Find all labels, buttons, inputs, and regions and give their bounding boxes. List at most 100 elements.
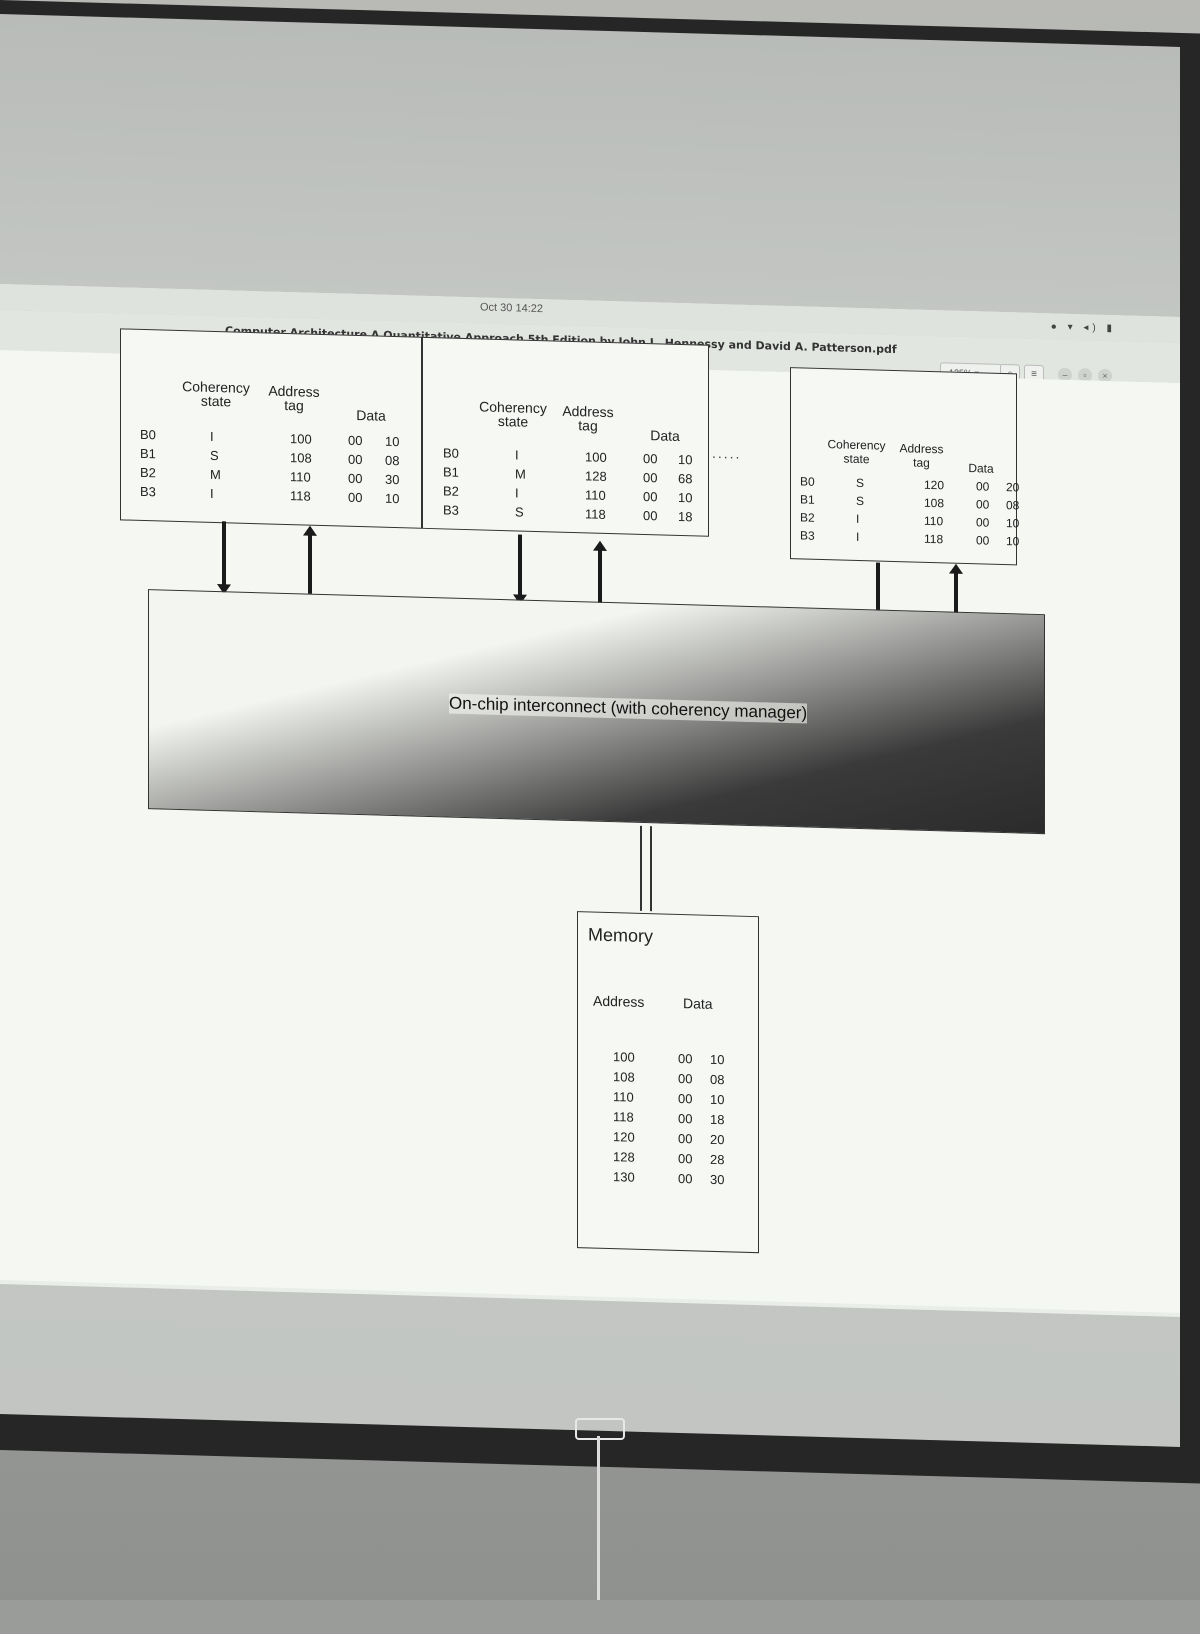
cache-1-data-header: Data — [650, 427, 680, 444]
cache-2-b1-data-hi: 00 — [976, 497, 990, 512]
screen-pull-cord — [597, 1436, 600, 1600]
cache-1-b2-block: B2 — [443, 483, 459, 499]
screen-pull-handle — [575, 1418, 625, 1440]
memory-row-120-data-hi: 00 — [678, 1130, 693, 1147]
cache-2-b3-block: B3 — [800, 528, 815, 543]
cache-0-down-arrow — [222, 521, 226, 587]
cache-2-b2-state: I — [856, 511, 860, 527]
cache-2-b3-state: I — [856, 529, 860, 545]
cache-1-b3-tag: 118 — [585, 506, 606, 522]
cache-2-tag-header: Address tag — [899, 441, 944, 470]
cache-1-up-arrow — [598, 548, 602, 604]
cache-1-b1-data-hi: 00 — [643, 469, 658, 486]
cache-2-b2-tag: 110 — [924, 513, 944, 529]
cache-1-b1-block: B1 — [443, 464, 459, 480]
cache-2-b2-block: B2 — [800, 510, 815, 525]
memory-row-120-address: 120 — [613, 1129, 635, 1145]
cache-0-b0-state: I — [210, 428, 214, 444]
memory-row-108-address: 108 — [613, 1069, 635, 1085]
cache-0-up-arrow — [308, 533, 312, 594]
cache-0-b0-data-lo: 10 — [385, 433, 400, 450]
cache-2-b2-data-lo: 10 — [1006, 516, 1020, 531]
cache-0-b1-state: S — [210, 447, 219, 464]
cache-2-state-header: Coherency state — [827, 437, 886, 467]
cache-2-b0-data-lo: 20 — [1006, 480, 1020, 495]
cache-1-b0-state: I — [515, 447, 519, 463]
cache-0-b3-tag: 118 — [290, 488, 311, 504]
cache-1-b3-block: B3 — [443, 502, 459, 518]
cache-0-b2-data-hi: 00 — [348, 470, 363, 487]
memory-row-130-data-hi: 00 — [678, 1170, 693, 1187]
cache-2-b2-data-hi: 00 — [976, 515, 990, 530]
cache-1-down-arrow — [518, 534, 522, 597]
cache-2-b0-state: S — [856, 475, 865, 491]
cache-1-b3-state: S — [515, 504, 524, 520]
memory-row-128-data-hi: 00 — [678, 1150, 693, 1167]
cache-2-data-header: Data — [968, 461, 994, 476]
cache-2-b3-tag: 118 — [924, 531, 944, 547]
cache-1-b0-data-lo: 10 — [678, 451, 693, 468]
memory-row-118-data-hi: 00 — [678, 1110, 693, 1127]
cache-1-b1-data-lo: 68 — [678, 470, 693, 487]
cache-0-b0-data-hi: 00 — [348, 432, 363, 449]
cache-0-b0-tag: 100 — [290, 431, 312, 447]
cache-0-b1-data-lo: 08 — [385, 452, 400, 469]
memory-row-128-data-lo: 28 — [710, 1151, 725, 1168]
memory-row-130-address: 130 — [613, 1169, 635, 1185]
cache-2-b0-tag: 120 — [924, 477, 945, 493]
cache-0-b3-state: I — [210, 485, 214, 501]
memory-row-130-data-lo: 30 — [710, 1171, 725, 1188]
memory-row-110-data-lo: 10 — [710, 1091, 725, 1108]
memory-data-header: Data — [683, 995, 713, 1012]
cache-1-b0-block: B0 — [443, 445, 459, 461]
cache-2-b1-block: B1 — [800, 492, 815, 507]
memory-title: Memory — [588, 924, 654, 947]
cache-0-b2-block: B2 — [140, 464, 156, 481]
cache-1-b0-tag: 100 — [585, 449, 607, 465]
cache-0-b0-block: B0 — [140, 426, 156, 443]
cache-1-tag-header: Address tag — [562, 402, 614, 434]
cache-0-b2-state: M — [210, 466, 221, 483]
cache-2-b0-block: B0 — [800, 474, 815, 489]
cache-1-b2-data-lo: 10 — [678, 489, 693, 506]
cache-1-state-header: Coherency state — [479, 398, 547, 430]
memory-row-100-address: 100 — [613, 1049, 635, 1065]
cache-1-b2-tag: 110 — [585, 487, 606, 503]
on-chip-interconnect: On-chip interconnect (with coherency man… — [148, 589, 1045, 835]
cache-1: Coherency state Address tag Data — [422, 336, 709, 537]
cache-0-tag-header: Address tag — [268, 382, 320, 414]
cache-1-b3-data-lo: 18 — [678, 508, 693, 525]
memory-bidirectional-arrow — [640, 825, 652, 912]
memory-row-118-address: 118 — [613, 1109, 634, 1125]
cache-0-b3-block: B3 — [140, 483, 156, 500]
cache-1-b1-state: M — [515, 466, 526, 482]
cache-0-data-header: Data — [356, 406, 386, 424]
cache-2-b1-tag: 108 — [924, 495, 945, 511]
memory-row-118-data-lo: 18 — [710, 1111, 725, 1128]
cache-0-b1-data-hi: 00 — [348, 451, 363, 468]
cache-0: Coherency state Address tag Data — [120, 328, 422, 529]
cache-1-b1-tag: 128 — [585, 468, 607, 484]
cache-2-b3-data-lo: 10 — [1006, 534, 1020, 549]
cache-0-b1-block: B1 — [140, 445, 156, 462]
memory-row-100-data-hi: 00 — [678, 1050, 693, 1067]
memory-row-100-data-lo: 10 — [710, 1051, 725, 1068]
interconnect-label: On-chip interconnect (with coherency man… — [449, 693, 808, 724]
memory-row-110-data-hi: 00 — [678, 1090, 693, 1107]
memory-row-108-data-lo: 08 — [710, 1071, 725, 1088]
cache-0-b3-data-hi: 00 — [348, 489, 363, 506]
cache-2-b0-data-hi: 00 — [976, 479, 990, 494]
memory-block: Memory Address Data 100 00 10 108 00 08 110 00 1… — [577, 911, 759, 1254]
memory-row-110-address: 110 — [613, 1089, 634, 1105]
memory-row-128-address: 128 — [613, 1149, 635, 1165]
cache-0-b3-data-lo: 10 — [385, 490, 400, 507]
cache-0-b1-tag: 108 — [290, 450, 312, 466]
cache-1-b2-state: I — [515, 485, 519, 501]
cache-1-b3-data-hi: 00 — [643, 507, 658, 524]
cache-2-b1-state: S — [856, 493, 865, 509]
memory-rows: 100 00 10 108 00 08 110 00 10 118 00 18 120 00 20 128 00… — [578, 912, 758, 1187]
cache-0-b2-data-lo: 30 — [385, 471, 400, 488]
cache-1-b0-data-hi: 00 — [643, 450, 658, 467]
memory-row-120-data-lo: 20 — [710, 1131, 725, 1148]
